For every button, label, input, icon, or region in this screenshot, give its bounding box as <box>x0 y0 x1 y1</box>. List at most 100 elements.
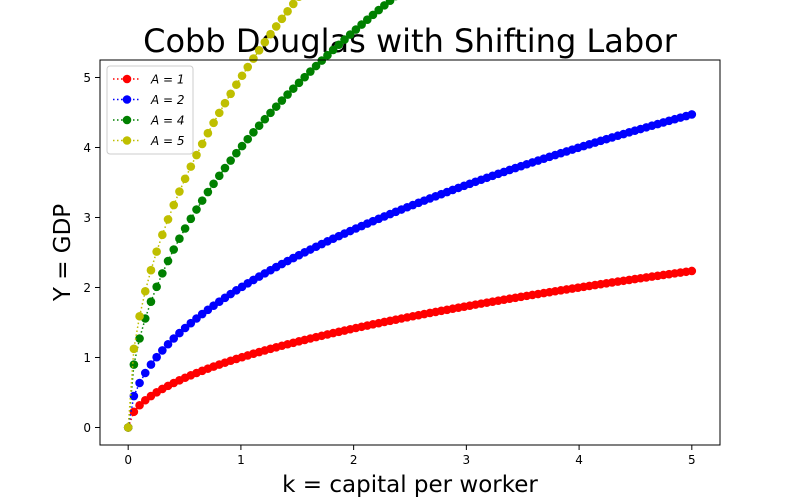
data-point <box>300 72 309 82</box>
legend-marker <box>122 74 132 84</box>
data-point <box>243 134 253 144</box>
data-point <box>271 22 281 31</box>
data-point <box>351 25 361 34</box>
data-point <box>288 0 298 9</box>
data-point <box>266 29 275 39</box>
data-point <box>323 50 332 60</box>
data-point <box>296 0 302 1</box>
data-point <box>317 56 327 65</box>
x-tick-label: 1 <box>237 453 245 467</box>
data-point <box>368 10 378 20</box>
data-point <box>163 256 173 266</box>
legend: A = 1 A = 2 A = 4 A = 5 <box>106 65 194 155</box>
data-point <box>180 323 190 333</box>
legend-marker <box>122 115 132 125</box>
data-point <box>254 45 264 55</box>
data-point <box>135 311 144 321</box>
data-point <box>186 214 196 224</box>
data-point <box>288 84 298 93</box>
data-point <box>214 108 224 118</box>
data-point <box>175 187 184 196</box>
data-point <box>129 391 139 401</box>
series-3 <box>123 0 398 432</box>
plot-frame <box>99 59 721 446</box>
data-point <box>146 297 156 306</box>
data-point <box>180 224 190 233</box>
data-point <box>232 148 241 158</box>
data-point <box>123 423 133 432</box>
chart-title: Cobb Douglas with Shifting Labor <box>143 22 678 60</box>
data-point <box>203 187 213 197</box>
data-point <box>192 205 201 214</box>
data-point <box>129 360 139 369</box>
data-point <box>169 334 179 343</box>
data-point <box>294 78 304 88</box>
data-point <box>152 247 161 256</box>
y-tick-label: 4 <box>83 141 91 155</box>
data-point <box>175 234 184 244</box>
legend-item: A = 1 <box>113 72 185 86</box>
data-point <box>203 128 213 138</box>
data-point <box>146 360 156 369</box>
data-point <box>180 174 190 184</box>
data-point <box>135 400 144 410</box>
data-point <box>385 0 395 6</box>
data-point <box>345 30 355 39</box>
series-layer <box>123 0 697 432</box>
data-point <box>226 156 235 165</box>
plot-area <box>100 60 720 445</box>
data-point <box>334 40 344 50</box>
legend-item: A = 2 <box>113 93 185 107</box>
data-point <box>129 344 139 354</box>
legend-marker <box>122 95 132 104</box>
data-point <box>237 141 247 151</box>
data-point <box>357 20 366 29</box>
x-tick-label: 2 <box>350 453 358 467</box>
data-point <box>226 89 235 99</box>
data-point <box>220 163 230 173</box>
data-point <box>197 139 207 149</box>
data-point <box>363 15 372 24</box>
data-point <box>209 118 218 128</box>
x-axis-label: k = capital per worker <box>282 472 538 498</box>
data-point <box>328 45 338 55</box>
data-point <box>243 62 253 72</box>
data-point <box>237 71 247 81</box>
data-point <box>140 368 150 378</box>
data-point <box>271 102 281 111</box>
data-point <box>220 98 230 108</box>
data-point <box>340 35 349 44</box>
data-point <box>374 5 383 15</box>
data-point <box>158 269 167 278</box>
y-tick-label: 0 <box>83 421 91 435</box>
data-point <box>192 150 201 160</box>
data-point <box>254 121 264 131</box>
legend-label: A = 2 <box>150 93 185 107</box>
x-tick-label: 5 <box>688 453 696 467</box>
data-point <box>277 96 287 105</box>
legend-label: A = 5 <box>150 134 185 148</box>
legend-box <box>106 65 194 155</box>
series-line <box>127 0 393 428</box>
data-point <box>152 282 161 292</box>
data-point <box>277 14 287 24</box>
data-point <box>311 61 321 71</box>
y-tick-label: 1 <box>83 351 91 365</box>
legend-item: A = 4 <box>113 113 185 127</box>
y-tick-label: 5 <box>83 71 91 85</box>
data-point <box>163 339 173 349</box>
data-point <box>283 6 292 16</box>
series-1 <box>123 266 697 432</box>
data-point <box>266 108 275 118</box>
data-point <box>249 128 258 137</box>
data-point <box>186 162 196 171</box>
data-point <box>175 328 184 338</box>
data-point <box>232 80 241 89</box>
y-tick-label: 2 <box>83 281 91 295</box>
data-point <box>249 54 258 63</box>
y-axis-ticks: 0 1 2 3 4 5 <box>83 71 100 435</box>
data-point <box>169 200 179 210</box>
series-line <box>127 0 298 428</box>
data-point <box>135 378 144 388</box>
